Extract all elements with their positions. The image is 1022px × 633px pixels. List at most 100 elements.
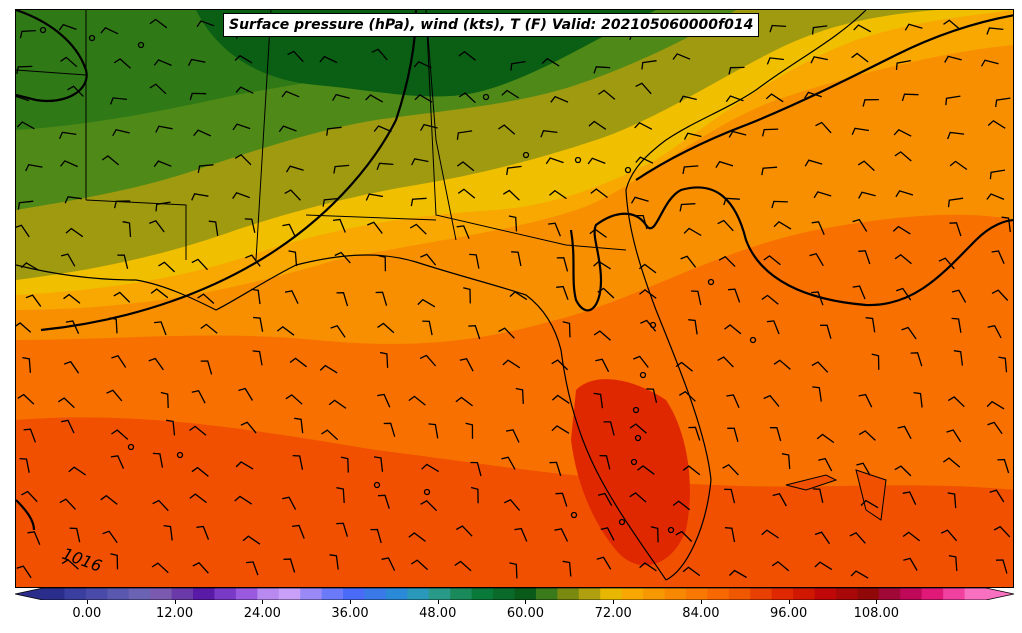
colorbar-tick-label: 60.00 [506, 606, 545, 621]
colorbar-segment [407, 588, 430, 600]
colorbar-segment [450, 588, 473, 600]
wind-barb [902, 491, 917, 505]
wind-barb [155, 201, 171, 212]
wind-barb [16, 224, 30, 238]
wind-barb [154, 321, 167, 336]
wind-barb [771, 560, 790, 572]
wind-barb [942, 457, 961, 468]
wind-barb [340, 456, 349, 473]
wind-barb [679, 95, 697, 103]
wind-barb [769, 24, 787, 33]
wind-barb [58, 23, 77, 31]
wind-barb [420, 499, 438, 512]
wind-barb [251, 288, 261, 305]
wind-barb [502, 359, 521, 369]
colorbar-segment [214, 588, 237, 600]
colorbar-tick-label: 96.00 [770, 606, 808, 621]
wind-barb [289, 357, 307, 368]
wind-barb [903, 557, 918, 571]
wind-barb [556, 285, 569, 301]
wind-barbs [16, 18, 1011, 579]
wind-barb [160, 391, 169, 409]
wind-barb [637, 465, 655, 475]
wind-barb [197, 164, 214, 174]
wind-barb [332, 93, 350, 101]
wind-barb [244, 218, 256, 233]
wind-barb [409, 223, 427, 235]
wind-barb [675, 361, 694, 372]
wind-barb [995, 97, 1011, 108]
wind-barb [540, 129, 558, 138]
wind-barb [319, 364, 338, 374]
wind-barb [894, 465, 912, 477]
wind-barb [814, 531, 831, 545]
florida-east-coast [625, 10, 867, 581]
wind-barb [330, 325, 346, 338]
wind-barb [235, 86, 254, 94]
colorbar-segment [578, 588, 601, 600]
wind-barb [948, 554, 958, 571]
wind-barb [65, 227, 84, 238]
colorbar-segment [793, 588, 816, 600]
wind-barb [946, 429, 962, 443]
colorbar-tick-mark [525, 600, 527, 604]
wind-barb [197, 293, 215, 304]
wind-barb [328, 399, 347, 409]
colorbar-tick-mark [613, 600, 615, 604]
wind-barb [690, 290, 702, 306]
colorbar-segment [814, 588, 837, 600]
colorbar-segment [943, 588, 966, 600]
wind-barb [1001, 216, 1011, 233]
wind-barb [588, 120, 607, 130]
wind-barb [858, 191, 876, 199]
wind-barb [149, 18, 168, 29]
weather-map: 1016 [15, 9, 1014, 588]
wind-barb [510, 60, 526, 71]
wind-barb [420, 123, 438, 132]
temp-band-red-orange [16, 417, 1013, 587]
wind-barb [773, 359, 791, 370]
wind-barb [59, 160, 78, 168]
wind-barb [593, 392, 604, 409]
wind-barb [995, 559, 1008, 574]
wind-barb [763, 394, 780, 407]
wind-barb [729, 569, 747, 579]
wind-barb [913, 391, 923, 408]
wind-barb [947, 492, 957, 509]
wind-barb [456, 130, 473, 140]
wind-barb [629, 423, 647, 434]
wind-barb [470, 461, 482, 477]
wind-barb [727, 288, 741, 303]
colorbar-segment [964, 588, 987, 600]
wind-barb [501, 456, 516, 470]
colorbar-segment [728, 588, 751, 600]
wind-barb [680, 255, 697, 268]
wind-barb [761, 128, 779, 137]
wind-barb [599, 454, 611, 470]
wind-barb [238, 387, 254, 401]
wind-barb [987, 421, 1003, 435]
wind-barb [414, 94, 433, 103]
wind-barb [234, 54, 253, 64]
wind-barb [365, 94, 384, 103]
wind-barb [336, 487, 345, 504]
wind-barb [724, 324, 742, 335]
wind-barb [549, 461, 562, 476]
wind-barb [894, 151, 912, 162]
wind-barb [381, 557, 396, 571]
wind-barb [865, 317, 876, 333]
wind-barb [548, 222, 562, 237]
wind-barb [67, 85, 84, 97]
wind-barb [894, 253, 912, 265]
wind-barb [562, 321, 571, 338]
wind-barb [717, 356, 734, 368]
calm-circle [127, 443, 135, 451]
wind-barb [498, 124, 516, 135]
wind-barb [600, 527, 615, 541]
colorbar-segment [428, 588, 451, 600]
calm-circle [649, 321, 657, 329]
wind-barb [726, 394, 740, 409]
wind-barb [285, 394, 303, 405]
wind-barb [503, 498, 521, 511]
colorbar-segment [857, 588, 880, 600]
